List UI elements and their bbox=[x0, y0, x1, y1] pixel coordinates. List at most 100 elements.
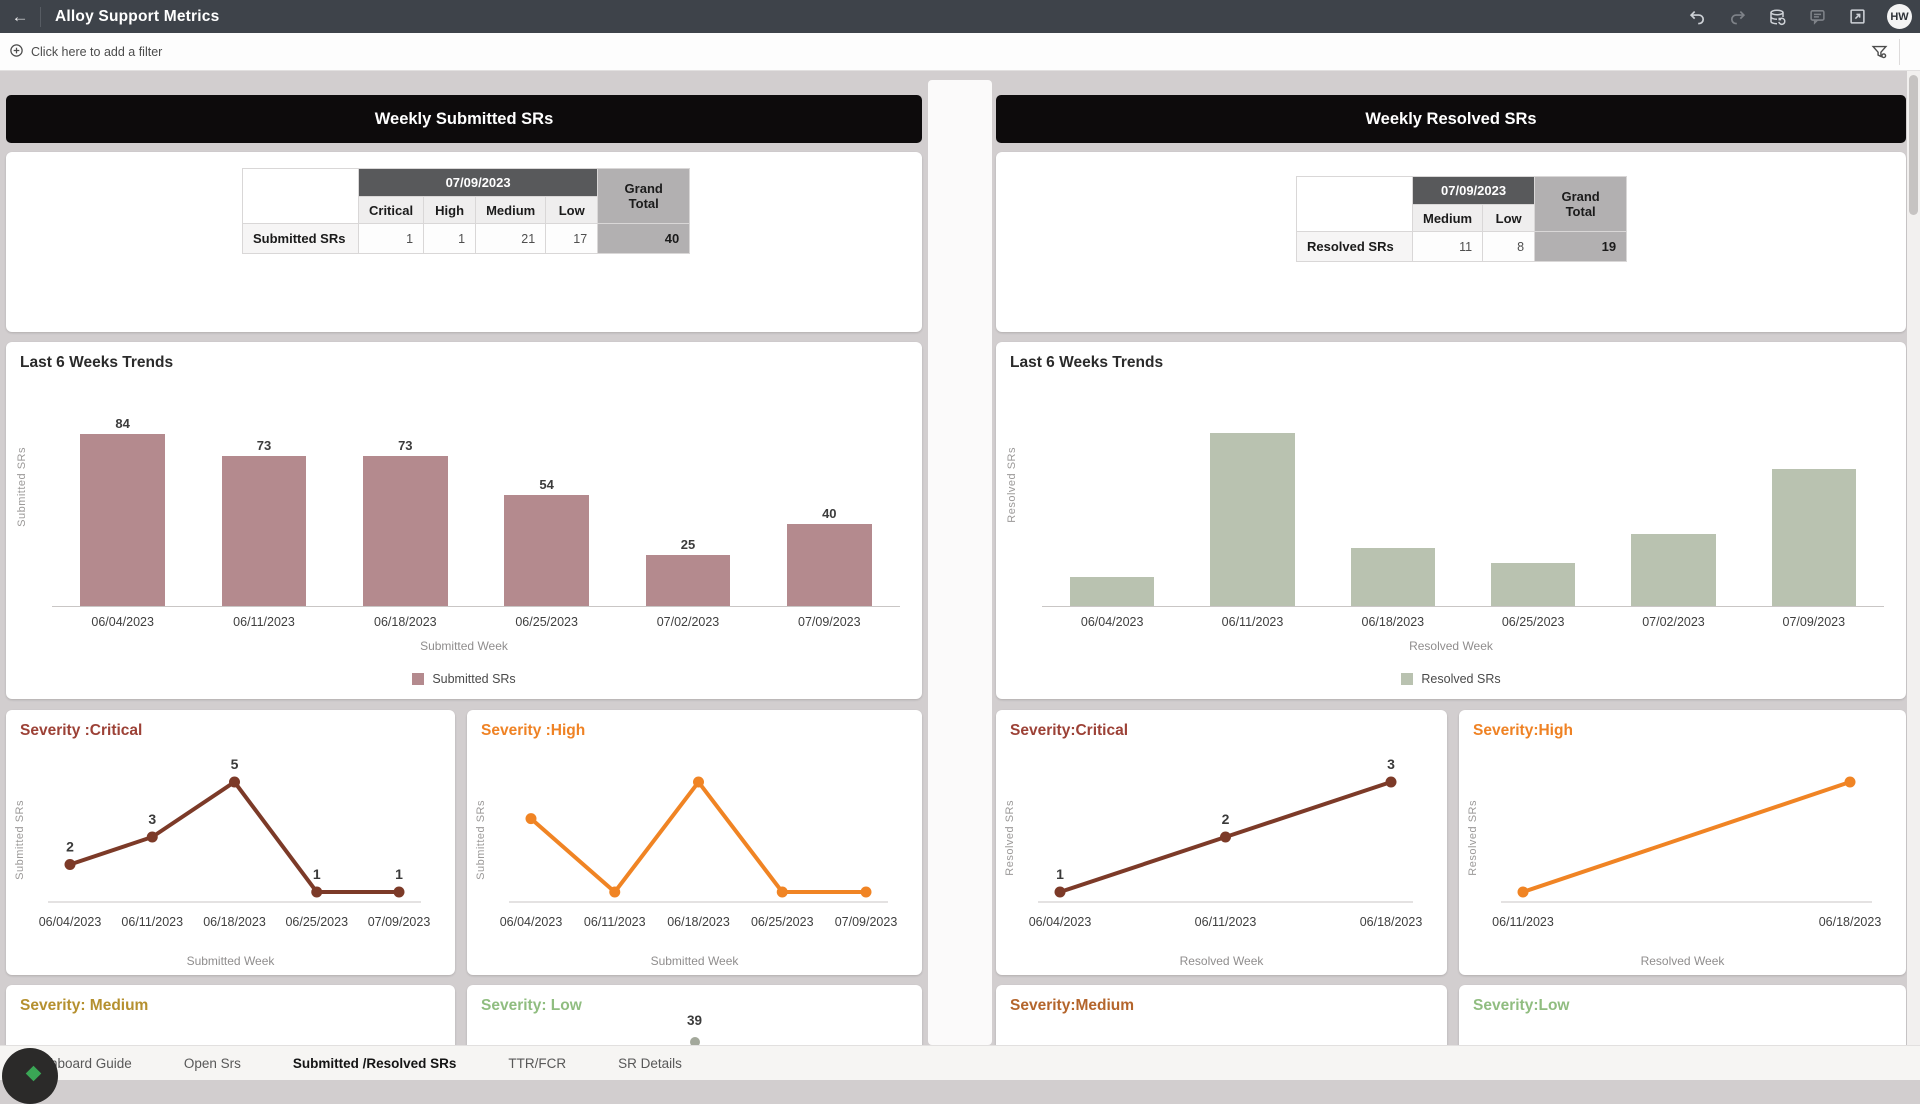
undo-icon[interactable] bbox=[1687, 7, 1707, 27]
x-tick-label: 06/04/2023 bbox=[500, 915, 563, 929]
y-axis-label: Resolved SRs bbox=[1006, 447, 1018, 523]
add-filter-button[interactable]: Click here to add a filter bbox=[9, 43, 162, 61]
redo-icon[interactable] bbox=[1727, 7, 1747, 27]
divider bbox=[40, 7, 41, 27]
bar[interactable] bbox=[1491, 563, 1575, 606]
bar-value-label: 73 bbox=[257, 438, 271, 453]
tab-open-srs[interactable]: Open Srs bbox=[184, 1056, 241, 1071]
chart-title: Severity :High bbox=[481, 722, 585, 740]
bar[interactable] bbox=[80, 434, 165, 606]
data-point bbox=[1845, 777, 1856, 788]
point-value-label: 1 bbox=[313, 866, 321, 882]
x-tick-label: 06/18/2023 bbox=[1819, 915, 1882, 929]
user-avatar[interactable]: HW bbox=[1887, 4, 1912, 29]
bar[interactable] bbox=[646, 555, 731, 606]
data-point bbox=[1220, 832, 1231, 843]
bar[interactable] bbox=[1351, 548, 1435, 606]
chart-title: Severity:Low bbox=[1473, 997, 1569, 1015]
vertical-scrollbar[interactable] bbox=[1907, 33, 1920, 1080]
legend-label: Submitted SRs bbox=[432, 672, 515, 686]
y-axis-label: Resolved SRs bbox=[1467, 800, 1479, 876]
resolved-panel-header: Weekly Resolved SRs bbox=[996, 95, 1906, 143]
app-top-bar: ← Alloy Support Metrics HW bbox=[0, 0, 1920, 33]
data-point bbox=[693, 777, 704, 788]
bar-value-label: 40 bbox=[822, 506, 836, 521]
scrollbar-thumb[interactable] bbox=[1909, 75, 1918, 215]
data-point bbox=[311, 887, 322, 898]
resolved-trend-card: Last 6 Weeks Trends Resolved SRs 06/04/2… bbox=[996, 342, 1906, 699]
bar-slot bbox=[1182, 412, 1322, 606]
app-logo[interactable] bbox=[2, 1048, 58, 1104]
bar-slot bbox=[1323, 412, 1463, 606]
x-tick-label: 06/11/2023 bbox=[1492, 915, 1554, 929]
bar[interactable] bbox=[1631, 534, 1715, 606]
data-point bbox=[777, 887, 788, 898]
chart-title: Last 6 Weeks Trends bbox=[20, 354, 173, 372]
popout-icon[interactable] bbox=[1847, 7, 1867, 27]
bar[interactable] bbox=[363, 456, 448, 606]
divider bbox=[1899, 39, 1900, 65]
add-circle-icon bbox=[9, 43, 24, 61]
data-point bbox=[1386, 777, 1397, 788]
x-tick-label: 06/11/2023 bbox=[121, 915, 183, 929]
legend-swatch bbox=[1401, 673, 1413, 685]
panel-gap bbox=[928, 80, 992, 1045]
x-tick-label: 07/09/2023 bbox=[368, 915, 431, 929]
tab-ttr-fcr[interactable]: TTR/FCR bbox=[508, 1056, 566, 1071]
tab-submitted-resolved-srs[interactable]: Submitted /Resolved SRs bbox=[293, 1056, 457, 1071]
refresh-data-icon[interactable] bbox=[1767, 7, 1787, 27]
back-arrow-icon[interactable]: ← bbox=[0, 7, 40, 27]
x-tick-label: 07/02/2023 bbox=[1603, 607, 1743, 629]
legend-label: Resolved SRs bbox=[1421, 672, 1500, 686]
chart-title: Severity:Medium bbox=[1010, 997, 1134, 1015]
bar-slot bbox=[1042, 412, 1182, 606]
chart-title: Severity :Critical bbox=[20, 722, 142, 740]
x-tick-label: 07/02/2023 bbox=[617, 607, 758, 629]
filter-bar: Click here to add a filter bbox=[0, 33, 1920, 71]
bar[interactable] bbox=[1772, 469, 1856, 606]
tab-sr-details[interactable]: SR Details bbox=[618, 1056, 682, 1071]
bar[interactable] bbox=[504, 495, 589, 606]
bar-slot: 73 bbox=[193, 412, 334, 606]
comment-icon[interactable] bbox=[1807, 7, 1827, 27]
x-axis-label: Resolved Week bbox=[996, 954, 1447, 968]
y-axis-label: Submitted SRs bbox=[16, 447, 28, 527]
bar[interactable] bbox=[787, 524, 872, 606]
bar-value-label: 73 bbox=[398, 438, 412, 453]
chart-title: Severity:Critical bbox=[1010, 722, 1128, 740]
line-chart[interactable]: 06/11/2023 06/18/2023 bbox=[1481, 752, 1892, 952]
x-tick-label: 07/09/2023 bbox=[835, 915, 898, 929]
bar-slot: 25 bbox=[617, 412, 758, 606]
x-tick-label: 07/09/2023 bbox=[1744, 607, 1884, 629]
bar-slot: 84 bbox=[52, 412, 193, 606]
data-point bbox=[526, 813, 537, 824]
filter-settings-icon[interactable] bbox=[1869, 42, 1889, 62]
bar[interactable] bbox=[1070, 577, 1154, 606]
bar[interactable] bbox=[1210, 433, 1294, 606]
point-value-label: 2 bbox=[66, 839, 74, 855]
point-value-label: 3 bbox=[148, 811, 156, 827]
line-series bbox=[1523, 782, 1850, 892]
data-label: 39 bbox=[467, 1013, 922, 1028]
bar-slot: 54 bbox=[476, 412, 617, 606]
x-axis-label: Submitted Week bbox=[467, 954, 922, 968]
x-axis-label: Submitted Week bbox=[6, 639, 922, 653]
bar[interactable] bbox=[222, 456, 307, 606]
x-tick-label: 06/18/2023 bbox=[1360, 915, 1423, 929]
bar-value-label: 25 bbox=[681, 537, 695, 552]
x-tick-label: 06/04/2023 bbox=[1029, 915, 1092, 929]
logo-mark-icon bbox=[26, 1066, 42, 1082]
y-axis-label: Resolved SRs bbox=[1004, 800, 1016, 876]
